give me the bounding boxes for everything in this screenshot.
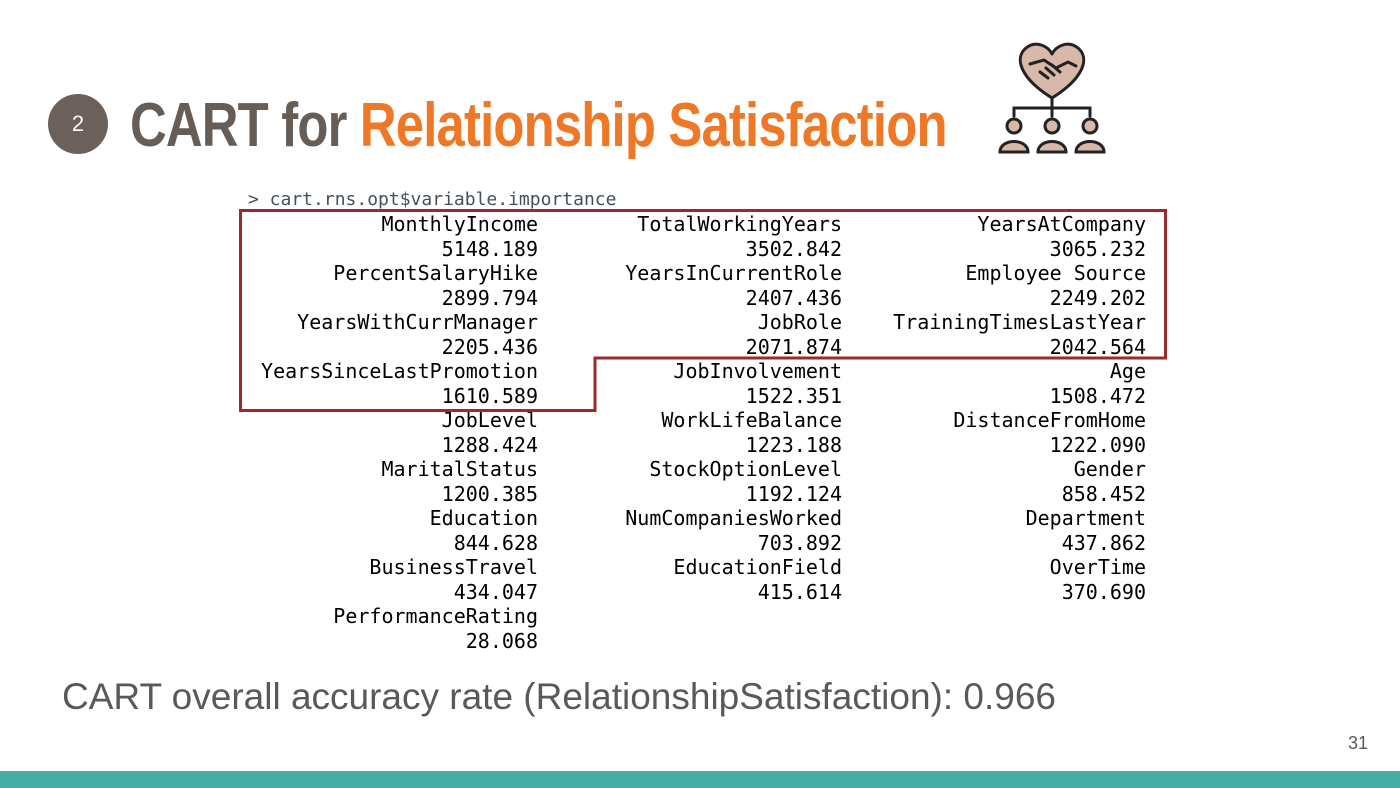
variable-name: EducationField (673, 555, 842, 579)
variable-name (842, 604, 1146, 629)
variable-importance-value: 844.628 (453, 530, 538, 555)
variable-importance-value: 370.690 (1061, 579, 1146, 604)
variable-importance-value: 3502.842 (745, 236, 842, 261)
variable-importance-value: 2249.202 (1049, 285, 1146, 310)
variable-importance-value: 1610.589 (441, 383, 538, 408)
variable-name: YearsInCurrentRole (625, 261, 842, 285)
variable-name: PercentSalaryHike (333, 261, 538, 285)
accuracy-rate-text: CART overall accuracy rate (Relationship… (62, 676, 1056, 717)
handshake-heart-org-chart-icon (998, 42, 1106, 154)
variable-importance-value: 5148.189 (441, 236, 538, 261)
variable-importance-value: 2899.794 (441, 285, 538, 310)
bottom-accent-bar (0, 771, 1400, 788)
variable-importance-value (842, 629, 1146, 654)
variable-name: Department (1025, 506, 1146, 530)
variable-importance-value: 2407.436 (745, 285, 842, 310)
variable-importance-value: 1222.090 (1049, 432, 1146, 457)
variable-importance-value: 434.047 (453, 579, 538, 604)
section-number-badge: 2 (48, 94, 108, 154)
variable-name: YearsWithCurrManager (297, 310, 538, 334)
variable-importance-value: 1522.351 (745, 383, 842, 408)
variable-name: YearsAtCompany (977, 212, 1146, 236)
variable-importance-value (538, 629, 842, 654)
variable-name: JobInvolvement (673, 359, 842, 383)
variable-name (538, 604, 842, 629)
variable-importance-value: 1200.385 (441, 481, 538, 506)
variable-name: WorkLifeBalance (661, 408, 842, 432)
variable-name: TrainingTimesLastYear (893, 310, 1146, 334)
variable-name: YearsSinceLastPromotion (261, 359, 538, 383)
variable-importance-value: 858.452 (1061, 481, 1146, 506)
variable-importance-grid: MonthlyIncome TotalWorkingYears YearsAtCom… (240, 212, 1150, 653)
variable-importance-value: 703.892 (757, 530, 842, 555)
variable-importance-value: 437.862 (1061, 530, 1146, 555)
page-number: 31 (1347, 733, 1368, 753)
variable-importance-value: 2042.564 (1049, 334, 1146, 359)
variable-name: JobLevel (441, 408, 538, 432)
variable-importance-value: 28.068 (465, 628, 538, 653)
slide-title: CART for Relationship Satisfaction (130, 80, 948, 172)
variable-importance-value: 2071.874 (745, 334, 842, 359)
variable-name: Employee Source (965, 261, 1146, 285)
variable-name: MonthlyIncome (381, 212, 538, 236)
variable-name: Education (429, 506, 538, 530)
variable-importance-value: 3065.232 (1049, 236, 1146, 261)
variable-importance-value: 1508.472 (1049, 383, 1146, 408)
variable-name: NumCompaniesWorked (625, 506, 842, 530)
variable-name: JobRole (757, 310, 842, 334)
variable-name: Gender (1073, 457, 1146, 481)
variable-importance-value: 1192.124 (745, 481, 842, 506)
slide-title-plain: CART for (130, 91, 360, 160)
variable-name: BusinessTravel (369, 555, 538, 579)
console-prompt: > cart.rns.opt$variable.importance (248, 189, 617, 210)
slide-title-accent: Relationship Satisfaction (359, 91, 948, 160)
variable-name: DistanceFromHome (953, 408, 1146, 432)
variable-importance-value: 1288.424 (441, 432, 538, 457)
variable-name: MaritalStatus (381, 457, 538, 481)
variable-name: Age (1109, 359, 1146, 383)
variable-importance-value: 1223.188 (745, 432, 842, 457)
variable-name: OverTime (1049, 555, 1146, 579)
variable-name: PerformanceRating (333, 604, 538, 628)
variable-name: StockOptionLevel (649, 457, 842, 481)
variable-importance-value: 415.614 (757, 579, 842, 604)
variable-importance-value: 2205.436 (441, 334, 538, 359)
variable-name: TotalWorkingYears (637, 212, 842, 236)
